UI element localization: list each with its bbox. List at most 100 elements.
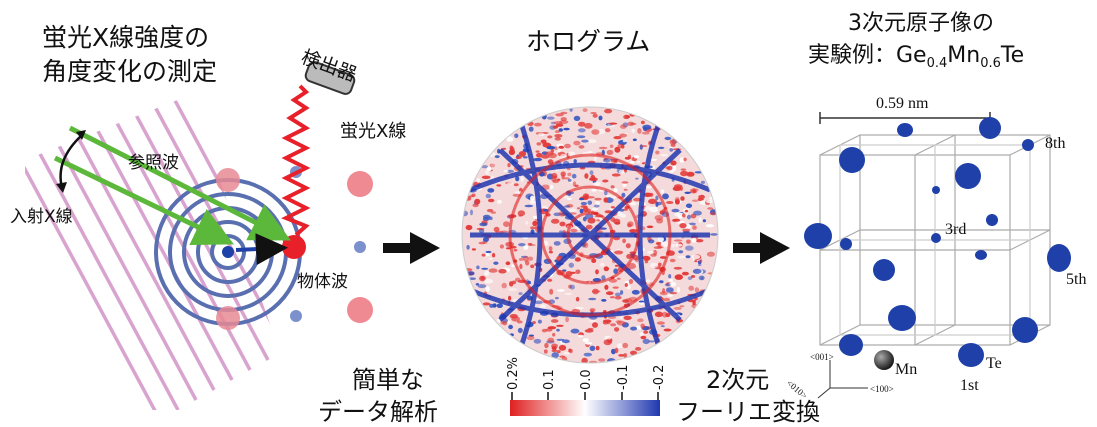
hologram-speck	[488, 268, 498, 273]
hologram-speck	[616, 277, 621, 280]
hologram-speck	[647, 251, 655, 254]
hologram-speck	[664, 136, 672, 141]
hologram-speck	[618, 354, 625, 357]
hologram-speck	[525, 220, 529, 225]
hologram-speck	[558, 128, 563, 132]
hologram-speck	[508, 149, 515, 156]
hologram-speck	[587, 217, 596, 224]
hologram-speck	[685, 255, 691, 259]
hologram-speck	[610, 159, 616, 163]
hologram-speck	[610, 323, 617, 327]
hologram-speck	[522, 156, 528, 159]
hologram-speck	[674, 274, 683, 280]
fourier-label-line1: 2次元	[706, 366, 769, 394]
hologram-speck	[601, 299, 607, 302]
hologram-speck	[559, 120, 569, 124]
hologram-speck	[576, 207, 581, 210]
hologram-speck	[481, 175, 491, 179]
hologram-speck	[603, 158, 611, 163]
hologram-speck	[578, 128, 586, 133]
hologram-speck	[656, 218, 664, 224]
hologram-speck	[486, 208, 494, 213]
hologram-speck	[624, 283, 628, 287]
hologram-speck	[658, 262, 662, 267]
hologram-speck	[567, 172, 572, 177]
hologram-title: ホログラム	[526, 27, 650, 56]
process-arrow-1	[383, 232, 440, 264]
process-arrow-2	[733, 232, 790, 264]
hologram-speck	[659, 291, 668, 296]
fluorescent-xray-zigzag	[281, 84, 311, 237]
detector-icon	[304, 61, 356, 95]
hologram-speck	[590, 174, 596, 181]
hologram-speck	[706, 251, 716, 257]
hologram-speck	[559, 230, 564, 233]
label-mn: Mn	[895, 361, 917, 378]
panel-measurement: 蛍光X線強度の 角度変化の測定	[10, 23, 406, 410]
hologram-speck	[582, 193, 590, 198]
hologram-speck	[493, 261, 499, 265]
hologram-speck	[567, 178, 572, 182]
hologram-speck	[470, 209, 473, 216]
hologram-speck	[593, 181, 601, 186]
hologram-speck	[710, 233, 718, 236]
title-te: Te	[1000, 43, 1024, 68]
hologram-speck	[515, 156, 522, 159]
hologram-speck	[611, 348, 616, 355]
hologram-speck	[626, 254, 632, 259]
hologram-speck	[625, 115, 631, 119]
hologram-speck	[640, 120, 645, 125]
hologram-speck	[698, 217, 702, 223]
hologram-speck	[693, 210, 702, 216]
hologram-speck	[655, 150, 660, 155]
object-wave-label: 物体波	[297, 272, 348, 292]
hologram-speck	[669, 148, 673, 152]
label-8th: 8th	[1045, 135, 1065, 152]
hologram-speck	[632, 138, 637, 142]
hologram-speck	[489, 303, 495, 308]
hologram-speck	[579, 198, 585, 201]
hologram-speck	[662, 311, 668, 318]
atom-blobs	[804, 117, 1071, 367]
hologram-speck	[687, 276, 693, 281]
hologram-speck	[610, 217, 616, 222]
hologram-speck	[563, 205, 571, 208]
hologram-speck	[593, 156, 598, 161]
hologram-speck	[485, 193, 491, 199]
title-sub1: 0.4	[927, 56, 948, 71]
scale-bar	[819, 112, 991, 124]
hologram-speck	[599, 262, 605, 267]
hologram-speck	[657, 201, 662, 206]
hologram-speck	[554, 134, 563, 138]
title-ge: 実験例：Ge	[808, 43, 927, 68]
hologram-speck	[474, 198, 481, 205]
hologram-speck	[536, 152, 543, 158]
hologram-speck	[563, 127, 570, 131]
hologram-speck	[485, 169, 490, 176]
hologram-speck	[508, 288, 518, 291]
hologram-speck	[614, 327, 620, 332]
hologram-speck	[619, 133, 628, 138]
hologram-speck	[605, 194, 613, 198]
hologram-speck	[500, 230, 508, 233]
hologram-speck	[602, 320, 609, 325]
hologram-speck	[553, 175, 558, 179]
hologram-speck	[568, 208, 577, 212]
label-5th: 5th	[1066, 271, 1086, 288]
hologram-speck	[706, 199, 713, 204]
hologram-speck	[520, 176, 524, 182]
hologram-speck	[621, 181, 629, 184]
hologram-speck	[682, 228, 691, 232]
hologram-speck	[686, 239, 691, 244]
hologram-speck	[660, 241, 669, 248]
hologram-speck	[503, 221, 510, 228]
hologram-speck	[666, 287, 674, 293]
hologram-speck	[643, 205, 652, 211]
hologram-speck	[507, 320, 511, 324]
hologram-speck	[552, 179, 560, 184]
hologram-speck	[621, 192, 626, 198]
hologram-speck	[630, 326, 638, 331]
hologram-speck	[560, 111, 568, 115]
hologram-speck	[608, 122, 618, 125]
hologram-speck	[561, 339, 570, 344]
